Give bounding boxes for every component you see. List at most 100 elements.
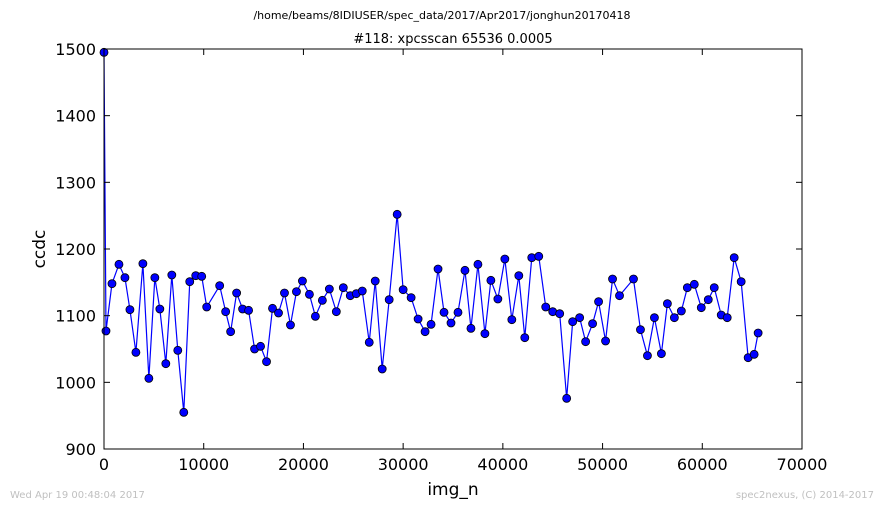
data-point (280, 288, 289, 298)
y-tick-label: 1400 (55, 107, 96, 126)
data-point (473, 259, 483, 269)
data-point (722, 313, 732, 323)
data-point (541, 302, 551, 312)
data-point (384, 295, 394, 305)
data-point (101, 326, 111, 336)
data-point (689, 279, 699, 289)
data-point (406, 293, 416, 303)
plot-frame (103, 48, 803, 450)
data-point (131, 347, 141, 357)
data-point (500, 254, 510, 264)
data-point (377, 364, 387, 374)
data-point (749, 349, 759, 359)
data-point (244, 305, 253, 315)
data-point (588, 319, 597, 329)
x-tick-label: 20000 (278, 455, 329, 474)
y-tick-label: 1000 (55, 373, 96, 392)
data-point (268, 303, 277, 313)
data-point (262, 357, 271, 367)
data-point (575, 313, 585, 323)
data-point (310, 311, 320, 321)
data-point (398, 285, 408, 295)
data-point (125, 305, 135, 315)
data-point (615, 291, 624, 301)
data-point (669, 313, 679, 323)
x-tick-label: 0 (99, 455, 109, 474)
data-point (179, 407, 189, 417)
data-point (466, 323, 476, 333)
ticks-layer: 0 10000 20000 30000 40000 50000 60000 70000 900 1… (55, 40, 827, 474)
data-point (274, 308, 283, 318)
series-line (103, 52, 759, 413)
data-point (555, 309, 565, 319)
data-point (460, 265, 470, 275)
data-point (709, 283, 719, 293)
data-point (317, 295, 327, 305)
data-point (107, 279, 117, 289)
footer-credit: spec2nexus, (C) 2014-2017 (736, 490, 874, 501)
data-point (433, 264, 443, 274)
y-axis-label: ccdc (30, 230, 50, 269)
y-tick-label: 1300 (55, 173, 96, 192)
data-point (629, 274, 638, 284)
data-point (594, 297, 603, 307)
data-point (696, 303, 706, 313)
data-point (298, 276, 307, 286)
data-point (643, 351, 652, 361)
data-point (682, 283, 692, 293)
data-layer (99, 47, 763, 417)
data-point (413, 314, 423, 324)
data-point (514, 271, 524, 281)
data-point (520, 333, 530, 343)
data-point (120, 273, 130, 283)
data-point (155, 304, 165, 314)
x-tick-label: 30000 (378, 455, 429, 474)
data-point (167, 270, 177, 280)
data-point (534, 251, 544, 261)
data-point (420, 327, 430, 337)
data-point (221, 307, 231, 317)
data-point (226, 327, 236, 337)
data-point (601, 336, 610, 346)
data-point (480, 329, 490, 339)
data-point (370, 276, 380, 286)
data-point (215, 281, 225, 291)
plot-area: 0 10000 20000 30000 40000 50000 60000 70000 900 1… (55, 40, 827, 474)
data-point (185, 277, 195, 287)
data-point (581, 337, 591, 347)
data-point (753, 328, 763, 338)
data-point (439, 307, 449, 317)
data-point (736, 277, 746, 287)
x-tick-label: 60000 (677, 455, 728, 474)
data-point (357, 286, 367, 296)
data-point (729, 253, 739, 263)
data-point (662, 299, 672, 309)
data-point (426, 319, 436, 329)
data-point (453, 307, 463, 317)
data-point (486, 275, 496, 285)
data-point (338, 283, 348, 293)
data-point (114, 259, 124, 269)
y-tick-label: 1100 (55, 307, 96, 326)
data-point (703, 295, 713, 305)
footer-timestamp: Wed Apr 19 00:48:04 2017 (10, 490, 145, 501)
chart-title: #118: xpcsscan 65536 0.0005 (353, 32, 552, 47)
x-tick-label: 70000 (777, 455, 828, 474)
x-tick-label: 50000 (577, 455, 628, 474)
data-point (305, 289, 314, 299)
data-point (636, 325, 645, 335)
data-point (392, 209, 402, 219)
data-point (493, 294, 503, 304)
y-tick-label: 1200 (55, 240, 96, 259)
x-tick-label: 40000 (477, 455, 528, 474)
chart-suptitle: /home/beams/8IDIUSER/spec_data/2017/Apr2… (253, 9, 630, 22)
data-point (568, 317, 578, 327)
y-tick-label: 1500 (55, 40, 96, 59)
data-point (657, 349, 666, 359)
data-point (161, 359, 171, 369)
data-point (650, 313, 659, 323)
data-point (150, 273, 160, 283)
data-point (507, 315, 517, 325)
data-point (138, 259, 148, 269)
